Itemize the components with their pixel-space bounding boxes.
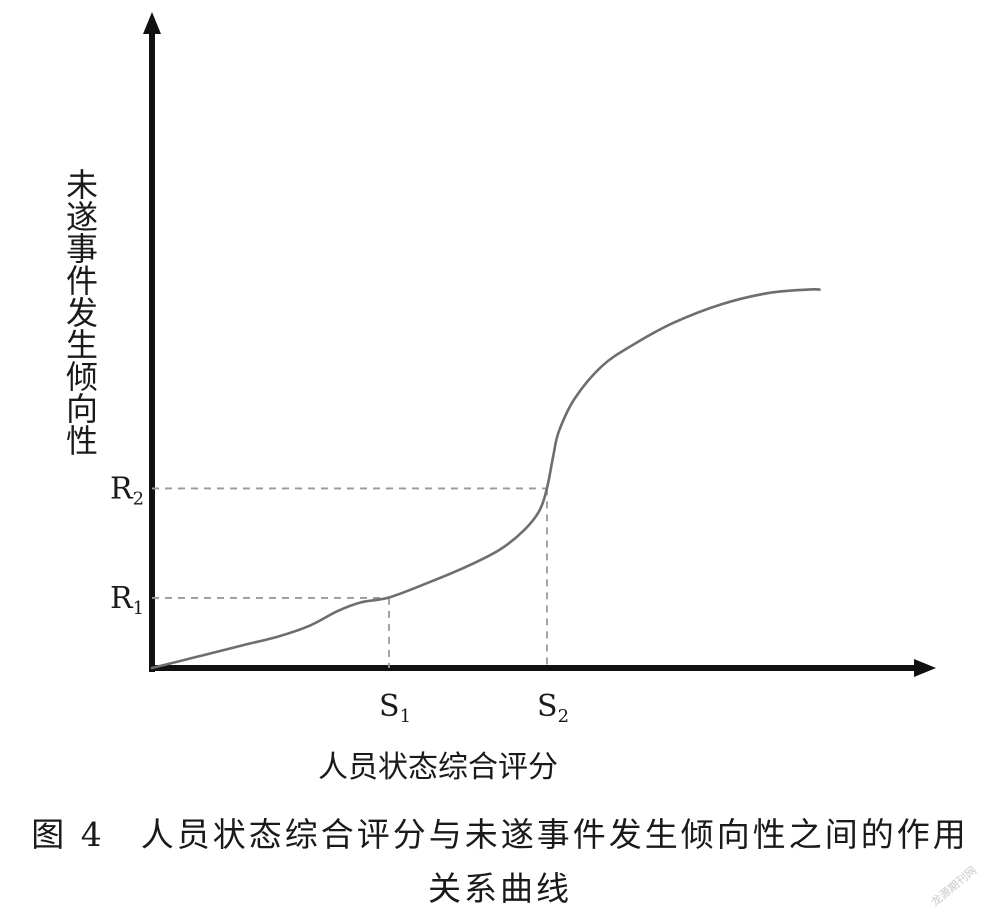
axes <box>143 12 936 677</box>
figure-caption-line-1: 图 4 人员状态综合评分与未遂事件发生倾向性之间的作用 <box>31 815 969 854</box>
x-axis-arrow <box>914 659 936 677</box>
y-axis-arrow <box>143 12 161 34</box>
y-axis-label: 未遂事件发生倾向性 <box>61 168 99 456</box>
curve-layer <box>150 288 821 670</box>
x-axis-label: 人员状态综合评分 <box>318 750 558 785</box>
y-tick-label: R1 <box>110 581 144 619</box>
figure-caption-line-2: 关系曲线 <box>428 869 572 908</box>
x-tick-label: S1 <box>379 689 411 727</box>
y-tick-label: R2 <box>110 471 144 509</box>
x-tick-label: S2 <box>537 689 569 727</box>
series-line <box>150 288 821 670</box>
tick-labels: S1 S2 R1 R2 <box>110 471 569 727</box>
guide-lines <box>152 487 548 668</box>
